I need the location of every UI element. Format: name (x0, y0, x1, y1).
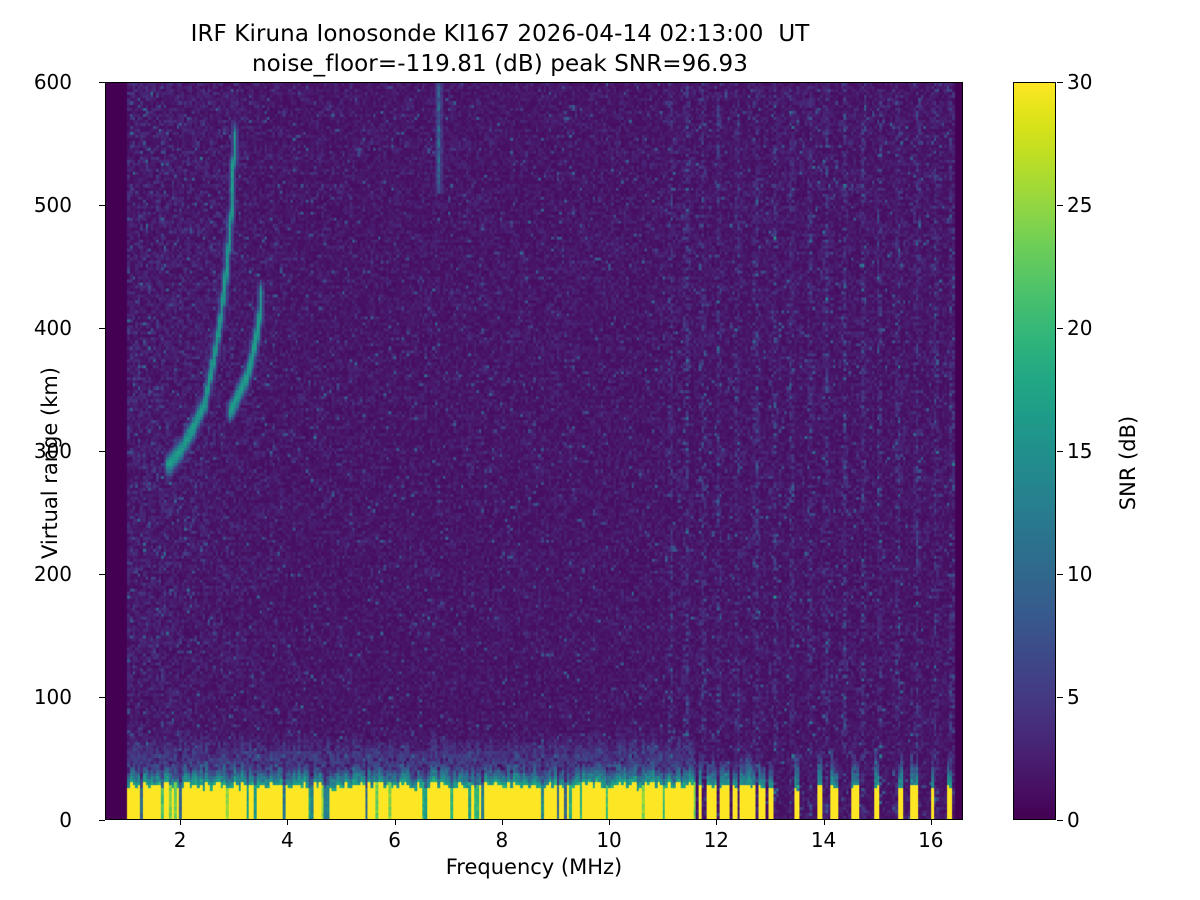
colorbar-tick (1057, 820, 1063, 821)
y-tick-label: 600 (33, 70, 72, 94)
y-tick-label: 200 (33, 562, 72, 586)
colorbar-canvas (1014, 83, 1055, 819)
x-axis-label: Frequency (MHz) (445, 855, 623, 879)
x-tick-label: 6 (388, 828, 401, 852)
x-tick (394, 820, 396, 825)
colorbar-tick-label: 10 (1067, 562, 1093, 586)
x-tick (180, 820, 182, 825)
colorbar-tick (1057, 451, 1063, 452)
y-tick (99, 328, 105, 329)
x-tick (501, 820, 503, 825)
y-tick (99, 697, 105, 698)
y-tick (99, 574, 105, 575)
y-tick (99, 820, 105, 821)
y-tick-label: 100 (33, 685, 72, 709)
x-tick-label: 12 (703, 828, 730, 852)
colorbar-tick-label: 30 (1067, 70, 1093, 94)
y-tick (99, 205, 105, 206)
colorbar-tick (1057, 574, 1063, 575)
colorbar (1013, 82, 1056, 820)
colorbar-tick-label: 20 (1067, 316, 1093, 340)
x-tick-label: 16 (918, 828, 944, 852)
colorbar-tick-label: 25 (1067, 193, 1093, 217)
y-axis-label: Virtual range (km) (38, 366, 62, 560)
colorbar-tick (1057, 205, 1063, 206)
x-tick (716, 820, 718, 825)
x-tick-label: 14 (810, 828, 837, 852)
x-tick (287, 820, 289, 825)
y-tick-label: 300 (33, 439, 72, 463)
ionogram-heatmap-canvas (106, 83, 962, 819)
x-tick-label: 8 (495, 828, 509, 852)
colorbar-label: SNR (dB) (1116, 415, 1140, 511)
title-line-2: noise_floor=-119.81 (dB) peak SNR=96.93 (251, 50, 749, 77)
y-tick-label: 400 (33, 316, 72, 340)
colorbar-tick-label: 5 (1067, 685, 1080, 709)
colorbar-tick (1057, 82, 1063, 83)
colorbar-tick (1057, 697, 1063, 698)
title-line-1: IRF Kiruna Ionosonde KI167 2026-04-14 02… (190, 21, 810, 47)
y-tick-label: 500 (33, 193, 72, 217)
colorbar-tick-label: 15 (1067, 439, 1093, 463)
y-tick-label: 0 (59, 808, 72, 832)
colorbar-tick (1057, 328, 1063, 329)
colorbar-tick-label: 0 (1067, 808, 1080, 832)
x-tick (609, 820, 611, 825)
x-tick-label: 4 (280, 828, 294, 852)
x-tick (823, 820, 825, 825)
page-title: IRF Kiruna Ionosonde KI167 2026-04-14 02… (0, 20, 1000, 80)
x-tick-label: 2 (173, 828, 187, 852)
y-tick (99, 82, 105, 83)
y-tick (99, 451, 105, 452)
x-tick-label: 10 (596, 828, 622, 852)
x-tick (930, 820, 932, 825)
ionogram-plot-area (105, 82, 963, 820)
